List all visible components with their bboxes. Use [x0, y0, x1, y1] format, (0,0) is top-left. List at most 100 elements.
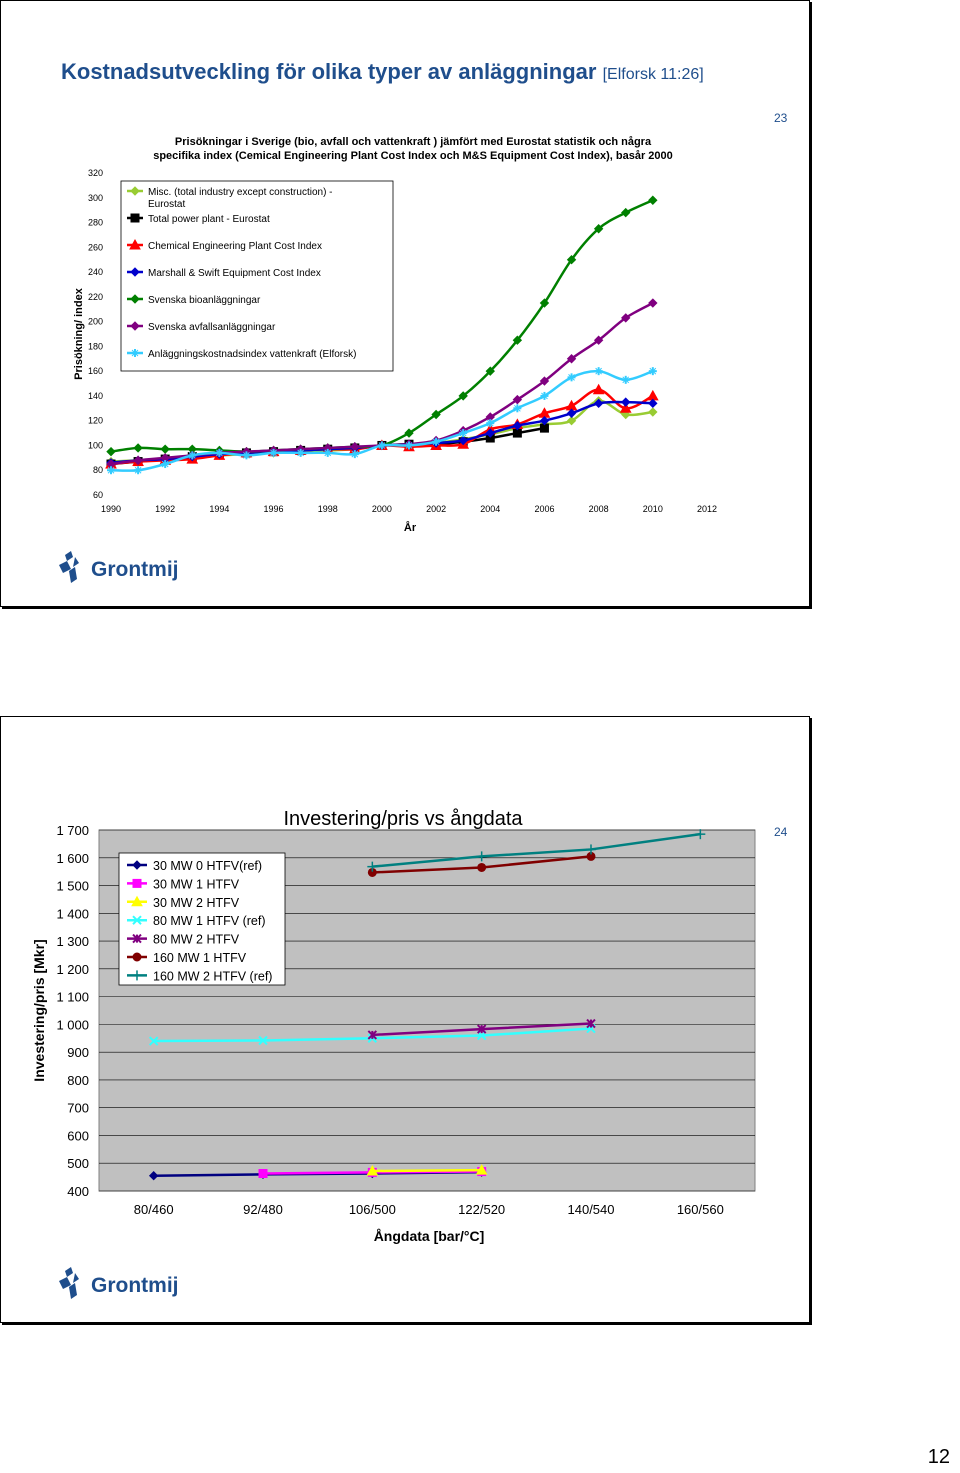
data-point [405, 441, 413, 450]
legend-label: 80 MW 2 HTFV [153, 933, 240, 947]
legend-label: 160 MW 2 HTFV (ref) [153, 969, 272, 983]
legend-label: 30 MW 1 HTFV [153, 877, 240, 891]
data-point [459, 429, 468, 438]
data-point [648, 407, 658, 417]
data-point [566, 254, 577, 265]
y-tick-label: 160 [88, 366, 103, 376]
legend-marker [131, 895, 143, 907]
data-point [586, 1018, 596, 1029]
data-point [619, 402, 632, 413]
legend-marker [130, 321, 140, 331]
y-tick-label: 800 [67, 1073, 89, 1088]
data-point [593, 335, 604, 345]
slide-23: Kostnadsutveckling för olika typer av an… [0, 0, 810, 607]
y-tick-label: 260 [88, 242, 103, 252]
data-point [486, 419, 495, 428]
data-point [539, 298, 550, 308]
y-tick-label: 600 [67, 1128, 89, 1143]
legend-marker [132, 915, 142, 925]
data-point [594, 367, 603, 376]
y-tick-label: 1 400 [56, 906, 89, 921]
data-point [512, 394, 523, 405]
y-axis-label: Investering/pris [Mkr] [31, 939, 47, 1081]
y-axis-ticks: 400 500 600 700 800 900 1 000 1 100 1 200 1 300 1 … [56, 823, 89, 1199]
y-tick-label: 280 [88, 218, 103, 228]
legend-item: Misc. (total industry except constructio… [127, 186, 333, 210]
data-point [621, 397, 631, 407]
data-point [367, 1030, 378, 1040]
data-point [512, 420, 523, 431]
x-tick-label: 140/540 [568, 1202, 615, 1217]
x-tick-label: 1996 [264, 504, 284, 514]
legend-item: 30 MW 2 HTFV [127, 895, 240, 910]
data-point [242, 451, 251, 460]
x-tick-label: 2004 [480, 504, 500, 514]
y-tick-label: 300 [88, 193, 103, 203]
x-tick-label: 2006 [534, 504, 554, 514]
data-point [367, 861, 378, 872]
series-160-mw-2-htfv-ref- [367, 829, 706, 872]
data-point [258, 1169, 268, 1179]
y-tick-label: 1 000 [56, 1017, 89, 1032]
data-point [567, 373, 576, 382]
data-point [188, 451, 197, 460]
x-tick-label: 1990 [101, 504, 121, 514]
chart-title-line-2: specifika index (Cemical Engineering Pla… [153, 150, 673, 162]
x-tick-label: 2010 [643, 504, 663, 514]
y-tick-label: 320 [88, 168, 103, 178]
x-tick-label: 2000 [372, 504, 392, 514]
legend-label: Anläggningskostnadsindex vattenkraft (El… [148, 349, 356, 360]
legend-item: Svenska bioanläggningar [127, 294, 261, 306]
x-tick-label: 160/560 [677, 1202, 724, 1217]
legend-label: Misc. (total industry except constructio… [148, 187, 333, 198]
grontmij-logo: Grontmij [59, 551, 179, 583]
y-tick-label: 1 100 [56, 990, 89, 1005]
data-point [323, 448, 332, 457]
data-point [160, 444, 170, 454]
data-point [513, 404, 522, 413]
data-point [366, 1164, 379, 1176]
x-tick-label: 92/480 [243, 1202, 283, 1217]
data-point [593, 224, 604, 234]
gridlines [99, 829, 755, 1192]
x-tick-label: 2012 [697, 504, 717, 514]
data-point [107, 466, 115, 475]
logo-wordmark: Grontmij [91, 558, 179, 581]
legend-item: 80 MW 1 HTFV (ref) [127, 914, 266, 928]
y-tick-label: 60 [93, 490, 103, 500]
slide-24: 24 Investering/pris vs ångdata 400 500 600 7… [0, 716, 810, 1323]
legend-label: 30 MW 2 HTFV [153, 896, 240, 910]
data-point [566, 354, 577, 364]
data-point [539, 415, 550, 426]
data-point [539, 376, 550, 386]
y-axis-label: Prisökning/ index [73, 287, 85, 380]
data-point [404, 428, 414, 438]
legend-label: Chemical Engineering Plant Cost Index [148, 241, 322, 252]
legend-marker [130, 186, 140, 196]
data-point [476, 1024, 487, 1034]
legend-label: Marshall & Swift Equipment Cost Index [148, 268, 321, 279]
legend-marker [131, 349, 139, 357]
legend-item: Total power plant - Eurostat [127, 213, 270, 225]
x-axis-ticks: 1990 1992 1994 1996 1998 2000 2002 2004 2006 2008… [101, 504, 717, 514]
legend-marker [132, 878, 142, 888]
data-point [215, 448, 224, 457]
data-point [458, 435, 468, 446]
legend-label: Eurostat [148, 199, 185, 210]
legend-marker [130, 294, 140, 304]
y-axis-ticks: 60 80 100 120 140 160 180 200 220 240 260 280 300 320 [88, 168, 103, 500]
y-tick-label: 1 200 [56, 962, 89, 977]
chart-title: Investering/pris vs ångdata [283, 808, 523, 830]
legend-item: Marshall & Swift Equipment Cost Index [127, 267, 321, 279]
data-point [458, 391, 468, 401]
legend-label: 160 MW 1 HTFV [153, 951, 247, 965]
y-tick-label: 220 [88, 292, 103, 302]
grontmij-logo: Grontmij [59, 1267, 179, 1299]
data-point [621, 207, 631, 218]
slide-title-text: Kostnadsutveckling för olika typer av an… [61, 59, 597, 84]
x-tick-label: 1992 [155, 504, 175, 514]
data-point [485, 428, 495, 438]
data-point [161, 460, 170, 469]
data-point [432, 437, 441, 446]
legend-label: 30 MW 0 HTFV(ref) [153, 859, 262, 873]
